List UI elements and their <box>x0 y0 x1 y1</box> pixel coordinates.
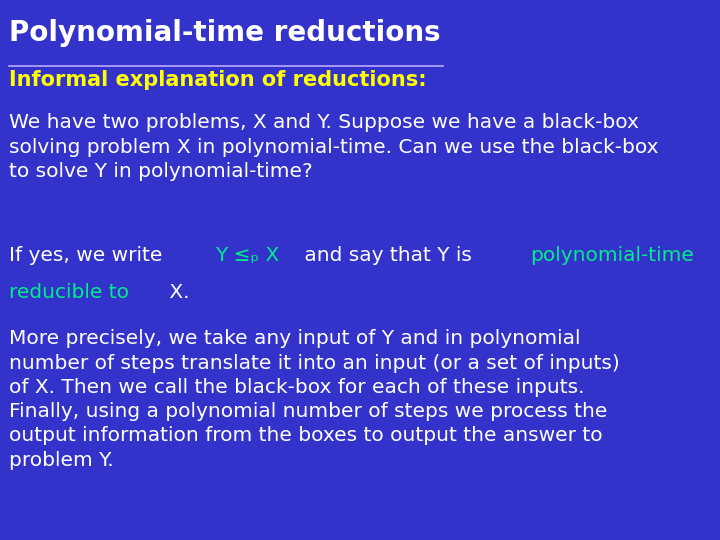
Text: We have two problems, X and Y. Suppose we have a black-box
solving problem X in : We have two problems, X and Y. Suppose w… <box>9 113 658 181</box>
Text: If yes, we write: If yes, we write <box>9 246 168 265</box>
Text: Informal explanation of reductions:: Informal explanation of reductions: <box>9 70 426 90</box>
Text: polynomial-time: polynomial-time <box>530 246 694 265</box>
Text: Polynomial-time reductions: Polynomial-time reductions <box>9 19 440 47</box>
Text: More precisely, we take any input of Y and in polynomial
number of steps transla: More precisely, we take any input of Y a… <box>9 329 619 470</box>
Text: reducible to: reducible to <box>9 284 129 302</box>
Text: X.: X. <box>163 284 190 302</box>
Text: Y ≤ₚ X: Y ≤ₚ X <box>215 246 279 265</box>
Text: and say that Y is: and say that Y is <box>297 246 478 265</box>
